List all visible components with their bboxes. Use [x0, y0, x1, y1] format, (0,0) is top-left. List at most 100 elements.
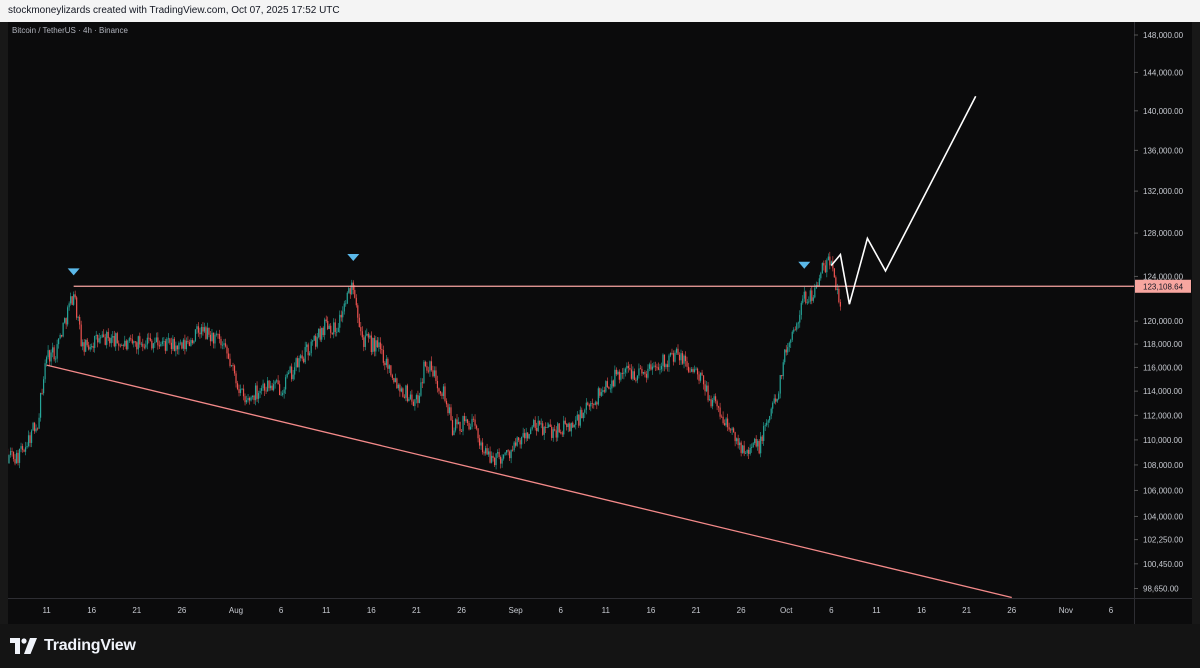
candle-body	[799, 314, 801, 323]
y-tick-label: 104,000.00	[1143, 512, 1184, 521]
candle-body	[381, 349, 383, 351]
candle-body	[163, 341, 165, 342]
candle-body	[500, 456, 502, 464]
candle-body	[160, 344, 162, 347]
candle-body	[582, 412, 584, 419]
candle-body	[456, 419, 458, 425]
candle-body	[382, 350, 384, 363]
candle-body	[707, 385, 709, 401]
price-chart[interactable]: 148,000.00 144,000.00 140,000.00 136,000.00…	[8, 22, 1192, 624]
candle-body	[73, 294, 75, 305]
candle-body	[373, 337, 375, 352]
candle-body	[730, 429, 732, 431]
candle-body	[468, 423, 470, 430]
chart-area[interactable]: 148,000.00 144,000.00 140,000.00 136,000.00…	[8, 22, 1192, 624]
x-tick-label: 26	[737, 606, 746, 615]
candle-body	[58, 338, 60, 345]
x-tick-label: 26	[1007, 606, 1016, 615]
candle-body	[288, 372, 290, 374]
candle-body	[695, 368, 697, 370]
tradingview-brand[interactable]: TradingView	[10, 635, 136, 657]
candle-body	[606, 381, 608, 388]
candle-body	[321, 327, 323, 340]
footer-bar: TradingView	[0, 624, 1200, 668]
candle-body	[223, 343, 225, 345]
candle-body	[169, 338, 171, 343]
x-tick-label: Aug	[229, 606, 243, 615]
candle-body	[236, 383, 239, 390]
candle-body	[385, 358, 387, 366]
attribution-bar: stockmoneylizards created with TradingVi…	[0, 0, 1200, 22]
x-tick-label: 21	[962, 606, 971, 615]
candle-body	[492, 455, 494, 458]
candle-body	[268, 380, 270, 389]
candle-body	[21, 446, 24, 450]
candle-body	[510, 449, 512, 459]
y-tick-label: 108,000.00	[1143, 461, 1184, 470]
candle-body	[176, 345, 178, 350]
candle-body	[32, 422, 34, 431]
candle-body	[178, 343, 180, 350]
projection-path	[830, 95, 977, 305]
candle-body	[82, 342, 84, 347]
candle-body	[122, 345, 124, 346]
candle-body	[256, 385, 258, 399]
candle-body	[778, 393, 780, 399]
candle-body	[749, 447, 751, 454]
candle-body	[33, 422, 36, 432]
candle-body	[271, 385, 273, 391]
candle-body	[98, 338, 100, 343]
candle-body	[307, 344, 309, 356]
candle-body	[460, 430, 463, 432]
candle-body	[820, 273, 822, 279]
candle-body	[394, 378, 396, 383]
candle-body	[711, 399, 714, 407]
candle-body	[743, 445, 745, 454]
candle-body	[297, 358, 299, 368]
candle-body	[618, 371, 620, 380]
candle-body	[763, 426, 765, 441]
candle-body	[88, 345, 90, 350]
candle-body	[662, 354, 664, 366]
price-axis-panel	[1134, 22, 1192, 624]
candle-body	[671, 353, 673, 354]
candle-body	[660, 365, 663, 370]
candle-body	[588, 405, 590, 407]
x-tick-label: 16	[917, 606, 926, 615]
candle-body	[143, 346, 145, 348]
candle-body	[346, 292, 348, 304]
candle-body	[683, 355, 685, 364]
candle-body	[242, 388, 245, 397]
candle-body	[766, 422, 768, 426]
candle-body	[80, 324, 82, 347]
candle-body	[104, 337, 106, 345]
candle-body	[515, 442, 517, 446]
candle-body	[388, 365, 390, 369]
candle-body	[106, 331, 108, 345]
candle-body	[342, 311, 344, 318]
candle-body	[635, 379, 637, 381]
candle-body	[629, 367, 631, 370]
candle-body	[680, 353, 682, 361]
candle-body	[59, 334, 61, 339]
candle-body	[581, 409, 583, 419]
candle-body	[579, 409, 581, 426]
candle-body	[717, 406, 720, 408]
candle-body	[83, 342, 85, 352]
candle-body	[518, 437, 520, 441]
resistance-touch-marker	[67, 268, 80, 276]
candle-body	[107, 331, 109, 339]
candle-body	[164, 341, 166, 351]
candle-body	[788, 342, 790, 348]
candle-body	[239, 389, 242, 393]
y-tick-label: 140,000.00	[1143, 107, 1184, 116]
candle-body	[357, 305, 359, 318]
candle-body	[193, 340, 195, 344]
y-tick-label: 144,000.00	[1143, 68, 1184, 77]
current-price-badge	[1135, 279, 1191, 293]
candle-body	[167, 338, 169, 340]
y-tick-label: 148,000.00	[1143, 31, 1184, 40]
candle-body	[136, 342, 138, 350]
candle-body	[710, 399, 712, 407]
candle-body	[620, 373, 622, 380]
